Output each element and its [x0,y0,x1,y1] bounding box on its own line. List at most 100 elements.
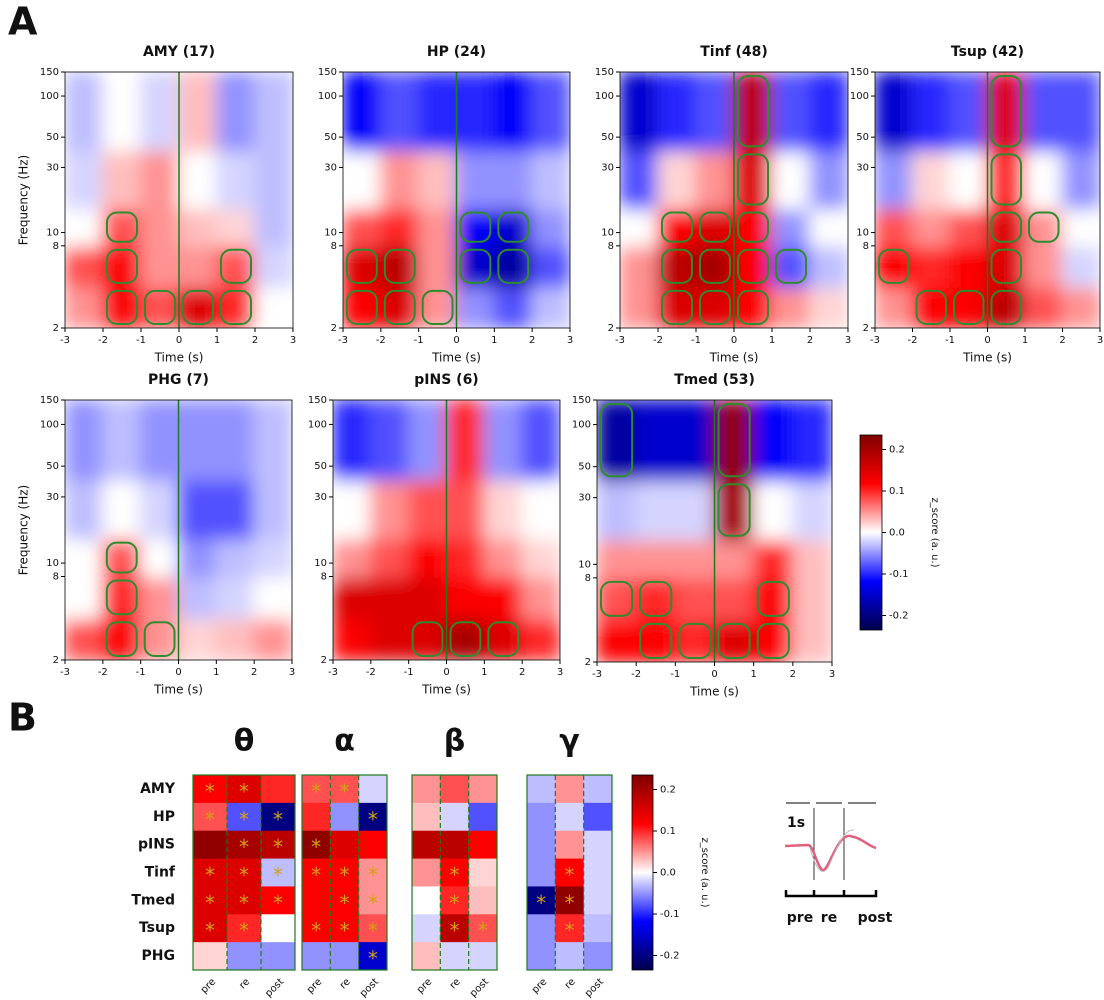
significance-star: * [205,807,215,831]
heatmap-cell [521,400,560,481]
x-tick-label: 3 [845,335,851,346]
heatmap-cell [140,244,180,288]
matrix-cell [412,942,441,971]
heatmap-cell [216,149,256,210]
x-tick-label: 1 [214,335,220,346]
significance-star: * [311,863,321,887]
x-tick-label: 1 [491,335,497,346]
matrix-cell [583,914,613,943]
heatmap-cell [674,479,716,541]
x-tick-label: -2 [98,335,108,346]
heatmap-cell [875,207,914,247]
x-tick-label: 3 [557,667,563,678]
x-tick-label: -3 [338,335,348,346]
heatmap-cells [65,72,293,328]
heatmap-cell [445,400,486,481]
y-tick-label: 8 [608,241,614,252]
y-tick-label: 2 [863,323,869,334]
matrix-cell [412,830,441,860]
heatmap-cell [521,617,560,660]
x-tick-label: -3 [60,667,70,678]
significance-star: * [239,891,249,915]
x-tick-label: -1 [404,667,414,678]
heatmap-cell [695,207,735,247]
colorbar-tick-label: 0.0 [660,868,676,879]
row-label: Tinf [145,865,176,881]
colorbar-tick-label: 0.0 [889,528,905,539]
heatmap-cell [695,149,735,210]
significance-star: * [565,891,575,915]
significance-contour [990,75,1022,148]
heatmap-cell [791,538,832,579]
x-tick-label: 0 [984,335,990,346]
y-tick-label: 10 [856,228,869,239]
heatmap-cell [369,575,410,620]
significance-contour [661,248,693,284]
y-tick-label: 8 [331,241,337,252]
column-label: pre [305,976,324,995]
significance-star: * [239,919,249,943]
significance-star: * [340,891,350,915]
matrix-cell [468,942,498,971]
matrix-cell [302,802,331,832]
matrix-frame [301,774,388,971]
heatmap-cell [695,244,735,288]
heatmap-cell [343,149,382,210]
significance-contour [639,580,673,617]
significance-contour [600,403,634,478]
matrix-cell [227,830,262,860]
significance-contour [639,622,673,659]
y-tick-label: 50 [856,132,869,143]
y-tick-label: 50 [46,461,59,472]
x-axis-label: Time (s) [421,683,471,697]
panel-label: A [8,0,38,44]
heatmap-cell [531,285,570,328]
significance-star: * [205,779,215,803]
matrix-cell [358,914,388,943]
heatmap [875,72,1100,328]
matrix-cell [468,886,498,915]
matrix-cell [261,858,296,887]
x-tick-label: -1 [136,667,146,678]
heatmap-cell [254,244,293,288]
significance-star: * [565,919,575,943]
band-title: α [334,724,355,759]
matrix-cell [330,942,360,971]
heatmap-cell [379,149,420,210]
column-label: pre [415,976,434,995]
heatmap-cell [177,537,218,578]
significance-contour [737,75,769,148]
x-axis-label: Time (s) [154,351,204,365]
significance-star: * [311,779,321,803]
matrix-cell [330,830,360,860]
heatmap-cell [369,617,410,660]
y-tick-label: 150 [595,67,614,78]
x-tick-label: -3 [870,335,880,346]
matrix-cell [527,886,556,915]
matrix-cell [302,858,331,887]
heatmap-cell [1061,207,1100,247]
significance-star: * [450,919,460,943]
x-tick-label: 1 [1022,335,1028,346]
heatmap-cell [1024,285,1064,328]
x-tick-label: -2 [653,335,663,346]
matrix-cell [555,802,585,832]
matrix-frame [192,774,296,971]
colorbar [631,774,654,971]
y-tick-label: 150 [40,67,59,78]
matrix-cell [330,802,360,832]
heatmap-cell [809,207,848,247]
y-tick-label: 150 [318,67,337,78]
x-tick-label: 3 [829,669,835,680]
heatmap-cell [215,400,256,481]
title: AMY (17) [143,44,215,60]
significance-star: * [536,891,546,915]
matrix-cell [302,886,331,915]
matrix-cell [440,802,470,832]
x-tick-label: -1 [691,335,701,346]
matrix-cell [302,830,331,860]
y-tick-label: 10 [46,558,59,569]
title: Tinf (48) [700,44,768,60]
colorbar [859,434,883,631]
heatmap-cell [493,285,534,328]
